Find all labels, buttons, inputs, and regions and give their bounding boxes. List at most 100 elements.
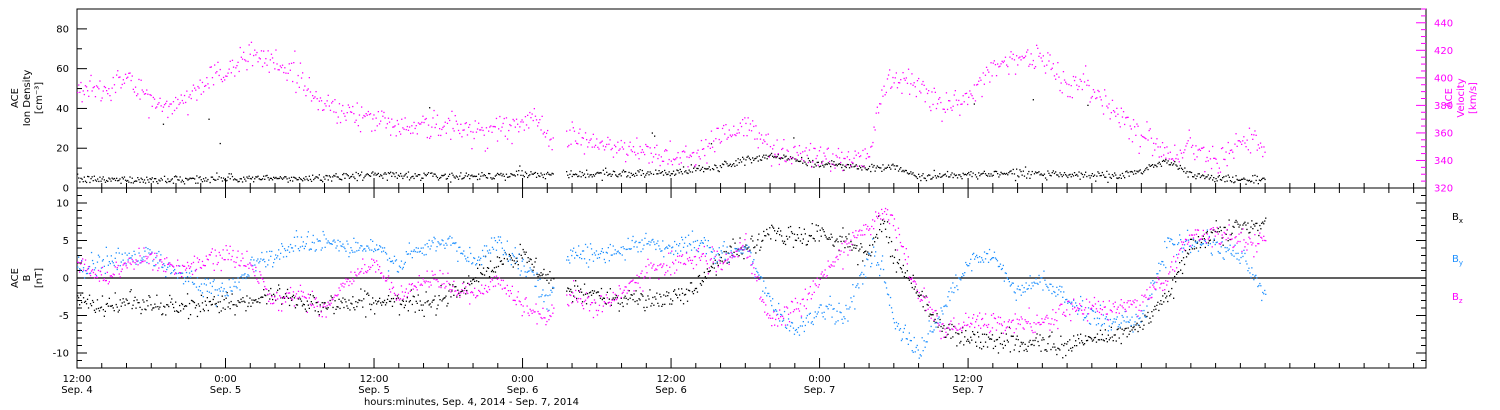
density-point [901,170,903,173]
density-point [818,166,821,168]
Bz-point [97,269,100,272]
By-point [1100,325,1103,327]
By-point [626,248,628,250]
density-point [168,180,170,183]
Bz-point [222,249,224,251]
density-point [806,164,808,167]
Bx-point [1244,221,1246,223]
By-point [697,251,700,253]
Bz-point [274,296,276,298]
Bx-point [175,301,177,303]
By-point [891,311,894,314]
velocity-point [200,93,202,95]
velocity-point [431,126,433,128]
Bz-point [412,288,414,290]
velocity-point [550,138,552,140]
By-point [269,250,271,252]
Bx-point [428,304,430,306]
By-point [1053,290,1055,293]
By-point [673,253,675,256]
velocity-point [689,154,691,156]
Bx-point [96,299,99,301]
Bx-point [570,288,572,291]
By-point [1082,319,1085,321]
Bx-point [99,307,102,309]
Bx-point [762,239,764,242]
By-point [1265,293,1267,295]
Bz-point [440,286,442,289]
By-point [252,264,254,267]
By-point [1130,324,1132,327]
By-point [1210,252,1212,254]
By-point [154,265,156,267]
velocity-point [872,141,874,144]
velocity-point [1026,51,1028,53]
velocity-point [329,109,332,111]
velocity-point [964,93,966,95]
Bx-point [608,298,610,300]
velocity-point [420,123,422,125]
b-axis-title-line: ACE [10,268,21,288]
Bz-point [142,260,144,263]
density-point [944,173,946,175]
By-point [1022,291,1024,293]
Bz-point [367,270,369,272]
velocity-point [1184,149,1186,151]
density-point [892,163,894,165]
velocity-point [1128,138,1130,140]
By-point [900,339,903,342]
By-point [1006,277,1008,279]
velocity-point [352,105,354,108]
density-point [1151,164,1154,166]
density-point [377,172,379,175]
velocity-point [675,158,677,160]
Bx-point [595,292,598,294]
density-point [123,176,126,178]
By-point [322,230,324,233]
By-point [717,253,719,255]
density-point [766,158,768,160]
By-point [453,242,455,244]
density-point [933,169,935,172]
velocity-point [158,102,160,104]
Bx-point [400,303,403,306]
Bz-point [181,264,184,267]
Bx-point [1214,230,1216,233]
By-point [1093,317,1096,320]
velocity-point [605,146,607,148]
By-point [941,310,943,312]
Bx-point [327,307,329,309]
velocity-point [823,152,825,154]
density-point [416,175,418,177]
By-point [874,255,876,257]
density-point [424,174,426,176]
velocity-point [460,123,462,125]
density-point [567,174,569,176]
By-point [83,277,86,279]
density-point [755,157,757,159]
density-point [906,172,909,174]
By-point [752,261,754,263]
Bx-point [615,294,617,297]
Bz-point [423,280,425,282]
Bx-point [1171,287,1173,290]
velocity-point [825,158,827,160]
density-point [684,171,686,173]
density-point [147,179,149,181]
velocity-point [1083,81,1086,83]
Bx-point [316,301,318,304]
density-point [171,178,173,180]
velocity-point [271,57,274,59]
Bz-point [366,271,368,274]
velocity-point [930,109,932,112]
velocity-point [666,150,668,152]
Bx-point [1012,335,1014,337]
velocity-point [415,125,417,127]
By-point [899,328,902,330]
By-point [694,240,697,242]
velocity-point [1118,122,1120,124]
Bx-point [137,302,139,304]
velocity-point [519,126,521,128]
Bx-point [689,282,692,284]
velocity-point [727,136,729,139]
